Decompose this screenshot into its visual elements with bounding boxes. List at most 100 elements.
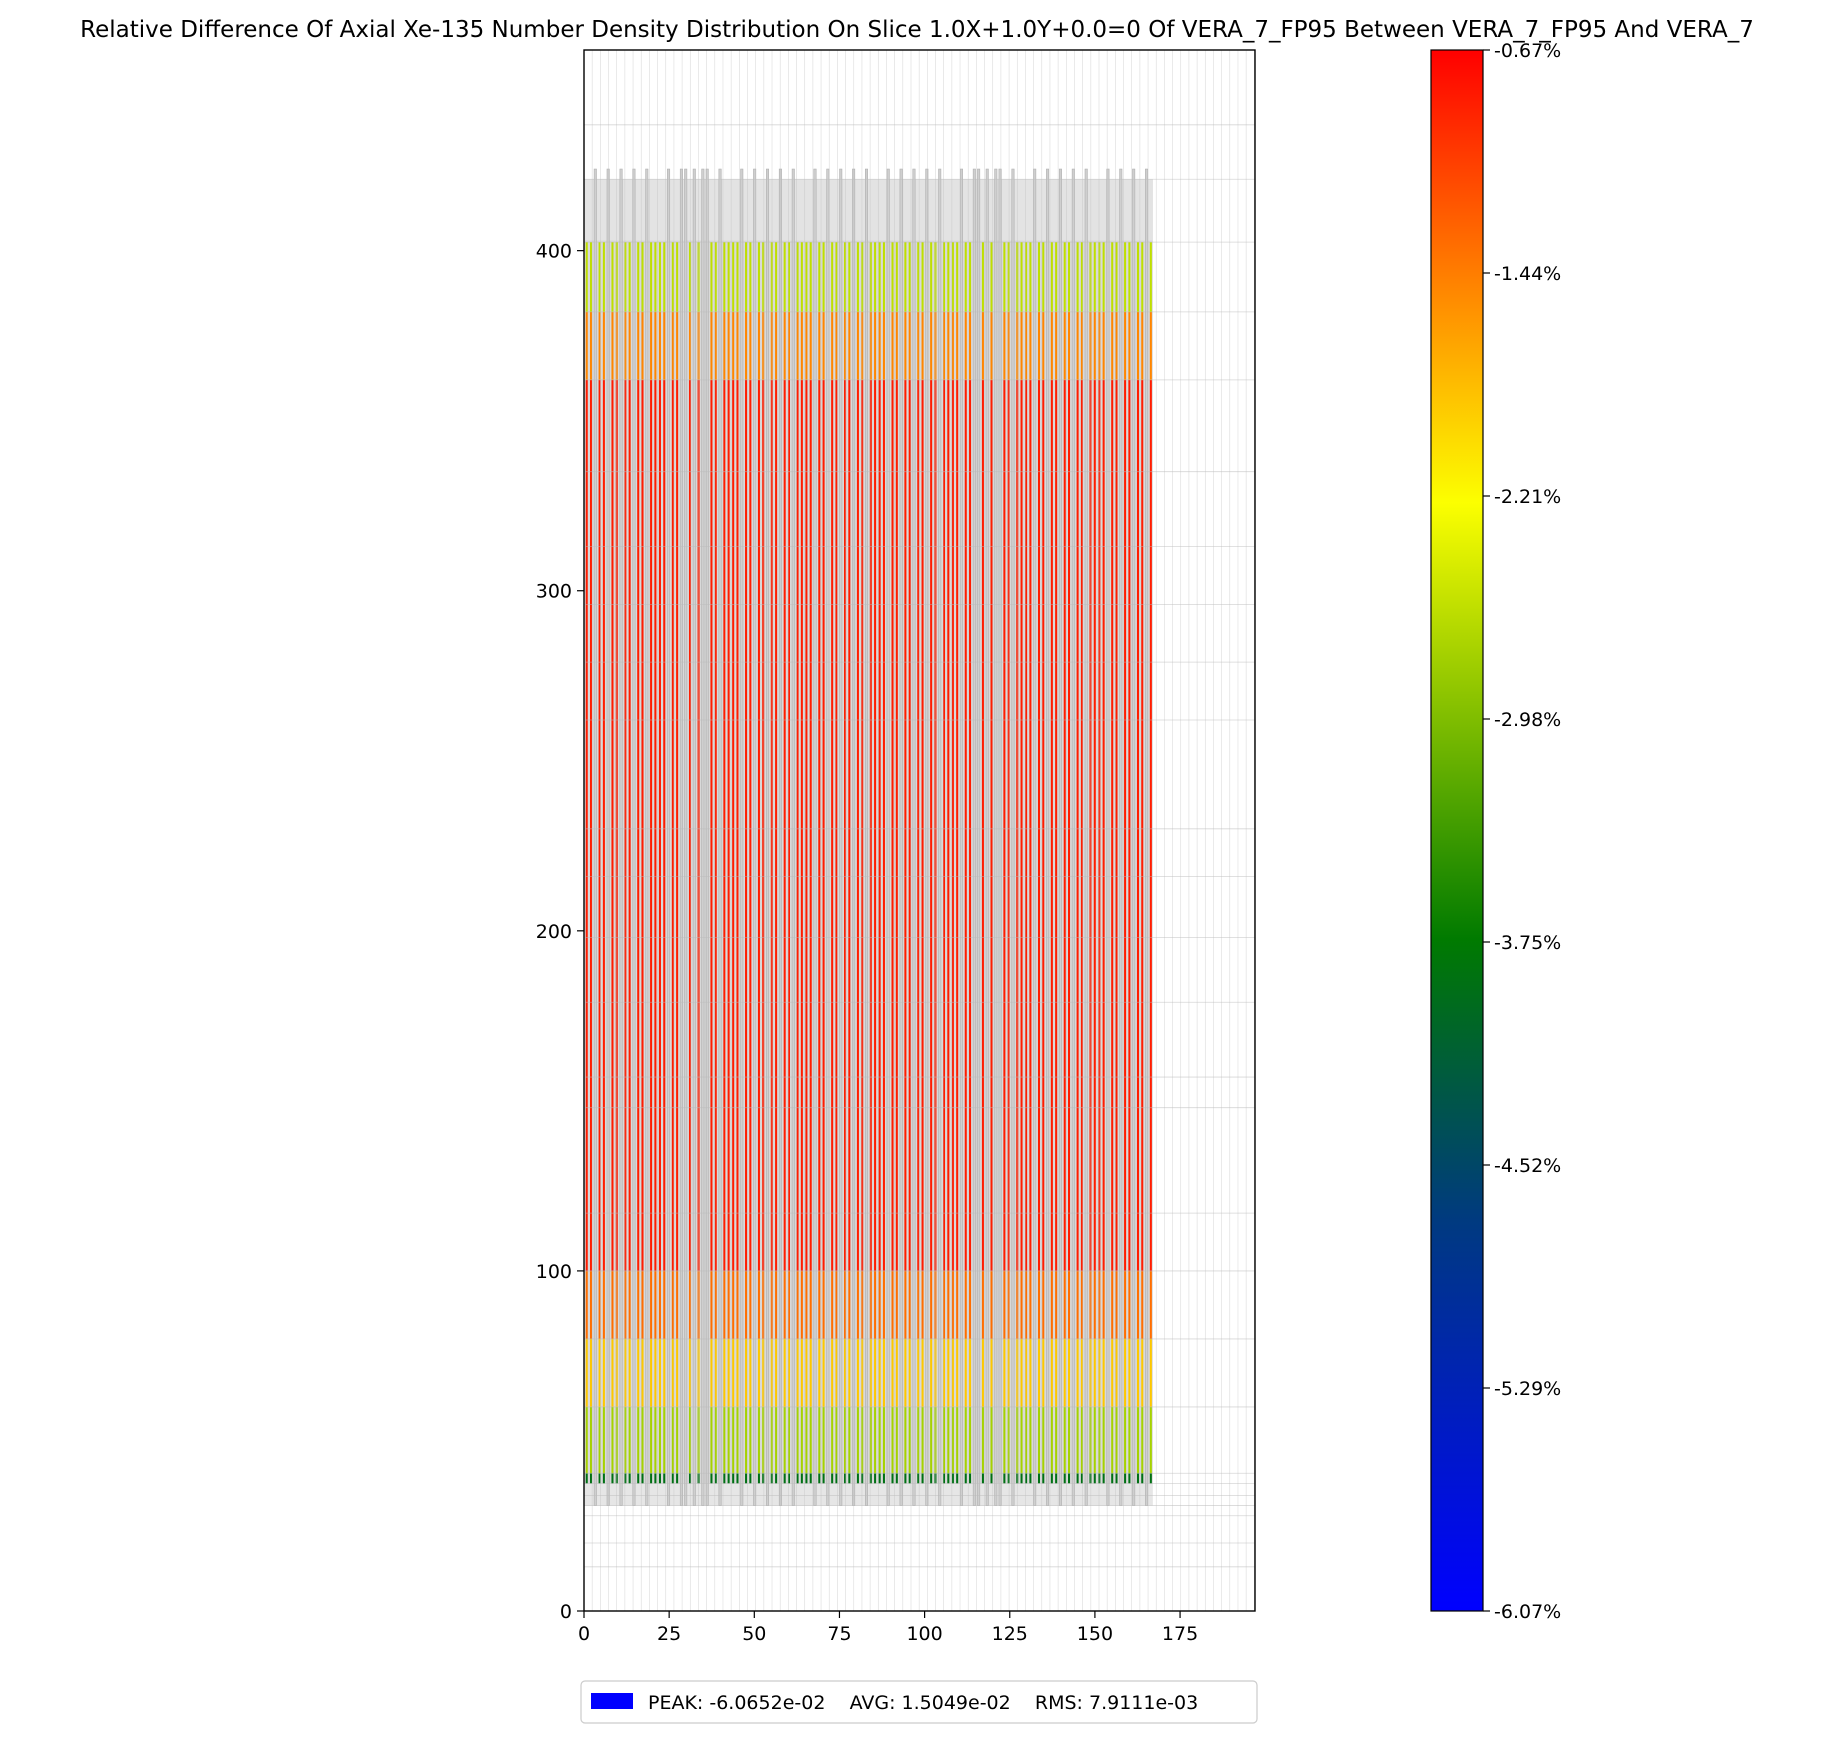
fuel-pin-segment (1050, 379, 1053, 1271)
fuel-pin-segment (869, 242, 872, 312)
fuel-pin-segment (783, 379, 786, 1271)
fuel-pin-segment (930, 1270, 933, 1339)
guide-tube (985, 168, 989, 1506)
fuel-pin-segment (1029, 1473, 1032, 1484)
plot-marks (584, 168, 1153, 1506)
fuel-pin-segment (624, 1270, 627, 1339)
fuel-pin-segment (981, 242, 984, 312)
fuel-pin-segment (775, 1473, 778, 1484)
fuel-pin-segment (1149, 1270, 1152, 1339)
fuel-pin-segment (904, 311, 907, 380)
fuel-pin-segment (1025, 1473, 1028, 1484)
fuel-pin-segment (714, 1473, 717, 1484)
fuel-pin-segment (822, 1473, 825, 1484)
colorbar-ticks: -0.67% -1.44% -2.21% -2.98% -3.75% -4.52% -5.2… (1483, 40, 1561, 1623)
fuel-pin-segment (775, 379, 778, 1271)
x-tick-label: 25 (657, 1623, 681, 1645)
fuel-pin-segment (921, 1338, 924, 1407)
fuel-pin-segment (818, 1338, 821, 1407)
fuel-pin-segment (891, 1270, 894, 1339)
fuel-pin-segment (1003, 379, 1006, 1271)
fuel-pin-segment (589, 1338, 593, 1407)
fuel-pin-segment (990, 1338, 993, 1407)
fuel-pin-segment (796, 1270, 799, 1339)
fuel-pin-segment (956, 1338, 959, 1407)
fuel-pin-segment (1050, 1473, 1053, 1484)
fuel-pin-segment (943, 1406, 946, 1474)
fuel-pin-segment (1050, 1338, 1053, 1407)
fuel-pin-segment (1042, 1473, 1045, 1484)
fuel-pin-segment (1093, 1270, 1096, 1339)
fuel-pin-segment (1042, 311, 1045, 380)
fuel-pin-segment (1042, 1406, 1045, 1474)
fuel-pin-segment (822, 242, 825, 312)
fuel-pin-segment (917, 242, 920, 312)
fuel-pin-segment (723, 379, 726, 1271)
fuel-pin-segment (714, 1270, 717, 1339)
fuel-pin-segment (835, 1270, 838, 1339)
x-tick-label: 0 (578, 1623, 590, 1645)
fuel-pin-segment (908, 1338, 911, 1407)
fuel-pin-segment (585, 379, 588, 1271)
fuel-pin-segment (1111, 1473, 1114, 1484)
fuel-pin-segment (641, 1406, 644, 1474)
fuel-pin-segment (671, 242, 674, 312)
guide-tube (865, 168, 868, 1506)
guide-tube (1145, 168, 1149, 1506)
legend-box (580, 1680, 1258, 1724)
fuel-pin-segment (1076, 379, 1079, 1271)
fuel-pin-segment (917, 1473, 920, 1484)
fuel-pin-segment (835, 242, 838, 312)
fuel-pin-segment (809, 1406, 812, 1474)
fuel-pin-segment (1068, 242, 1071, 312)
guide-tube (972, 168, 976, 1506)
fuel-pin-segment (637, 311, 640, 380)
guide-tube (766, 168, 770, 1506)
fuel-pin-segment (882, 311, 885, 380)
guide-tube (959, 168, 963, 1506)
fuel-pin-segment (1063, 311, 1066, 380)
fuel-pin-segment (624, 1473, 627, 1484)
fuel-pin-segment (1063, 379, 1066, 1271)
fuel-pin-segment (723, 1473, 726, 1484)
fuel-pin-segment (589, 379, 593, 1271)
guide-tube (667, 168, 671, 1506)
fuel-pin-segment (723, 1406, 726, 1474)
fuel-pin-segment (1080, 242, 1083, 312)
fuel-pin-segment (658, 242, 661, 312)
fuel-pin-segment (727, 379, 730, 1271)
fuel-pin-segment (1115, 379, 1118, 1271)
fuel-pin-segment (736, 379, 739, 1271)
fuel-pin-segment (637, 1338, 640, 1407)
colorbar (1430, 49, 1484, 1612)
fuel-pin-segment (1050, 311, 1053, 380)
fuel-pin-segment (947, 311, 950, 380)
fuel-pin-segment (1136, 1270, 1139, 1339)
fuel-pin-segment (723, 311, 726, 380)
fuel-pin-segment (848, 242, 851, 312)
fuel-pin-segment (800, 311, 803, 380)
fuel-pin-segment (714, 379, 717, 1271)
fuel-pin-segment (1068, 311, 1071, 380)
fuel-pin-segment (891, 242, 894, 312)
fuel-pin-segment (611, 1270, 614, 1339)
fuel-pin-segment (1111, 1406, 1114, 1474)
fuel-pin-segment (585, 1338, 588, 1407)
fuel-pin-segment (969, 1270, 972, 1339)
fuel-pin-segment (943, 1338, 946, 1407)
fuel-pin-segment (856, 1338, 859, 1407)
fuel-pin-segment (951, 379, 954, 1271)
lower-plenum (584, 1483, 1153, 1506)
fuel-pin-segment (822, 1338, 825, 1407)
fuel-pin-segment (904, 1338, 907, 1407)
fuel-pin-segment (762, 379, 765, 1271)
fuel-pin-segment (658, 1338, 661, 1407)
fuel-pin-segment (611, 1406, 614, 1474)
fuel-pin-segment (882, 242, 885, 312)
fuel-pin-segment (1020, 1473, 1023, 1484)
fuel-pin-segment (654, 1338, 657, 1407)
fuel-pin-segment (805, 1406, 808, 1474)
fuel-pin-segment (710, 1473, 713, 1484)
fuel-pin-segment (904, 242, 907, 312)
